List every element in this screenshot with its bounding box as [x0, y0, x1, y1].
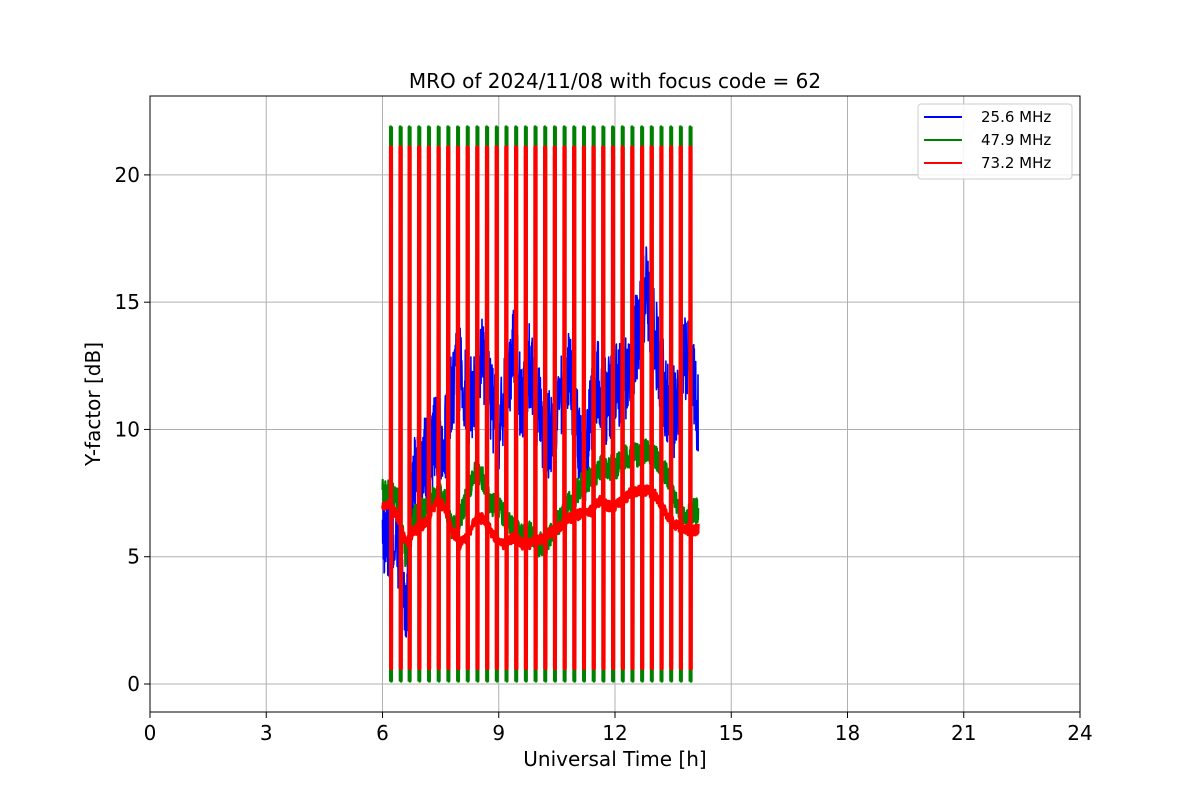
- x-tick-label: 3: [260, 721, 273, 745]
- x-tick-label: 21: [951, 721, 976, 745]
- series-line: [381, 125, 700, 683]
- series-25_6-MHz: [381, 246, 699, 683]
- series-layer: [381, 125, 700, 683]
- legend-box: [917, 103, 1073, 180]
- y-tick-label: 5: [127, 545, 140, 569]
- x-axis-label: Universal Time [h]: [523, 747, 706, 771]
- x-tick-label: 18: [835, 721, 860, 745]
- x-tick-label: 15: [719, 721, 744, 745]
- x-tick-label: 0: [144, 721, 157, 745]
- series-line: [381, 246, 699, 683]
- x-tick-label: 9: [492, 721, 505, 745]
- legend: 25.6 MHz 47.9 MHz 73.2 MHz: [917, 103, 1073, 180]
- legend-label: 47.9 MHz: [981, 131, 1051, 149]
- legend-label: 25.6 MHz: [981, 108, 1051, 126]
- y-tick-label: 15: [115, 290, 140, 314]
- chart-title: MRO of 2024/11/08 with focus code = 62: [409, 69, 821, 93]
- series-73_2-MHz: [381, 145, 700, 671]
- y-tick-label: 0: [127, 672, 140, 696]
- series-line: [381, 145, 700, 671]
- ticks: 0 3 6 9 12 15 18 21 24 0 5 10 15 20: [115, 163, 1093, 745]
- y-tick-label: 20: [115, 163, 140, 187]
- legend-label: 73.2 MHz: [981, 154, 1051, 172]
- x-tick-label: 12: [602, 721, 627, 745]
- y-tick-label: 10: [115, 417, 140, 441]
- x-tick-label: 24: [1067, 721, 1092, 745]
- y-axis-label: Y-factor [dB]: [81, 342, 105, 467]
- x-tick-label: 6: [376, 721, 389, 745]
